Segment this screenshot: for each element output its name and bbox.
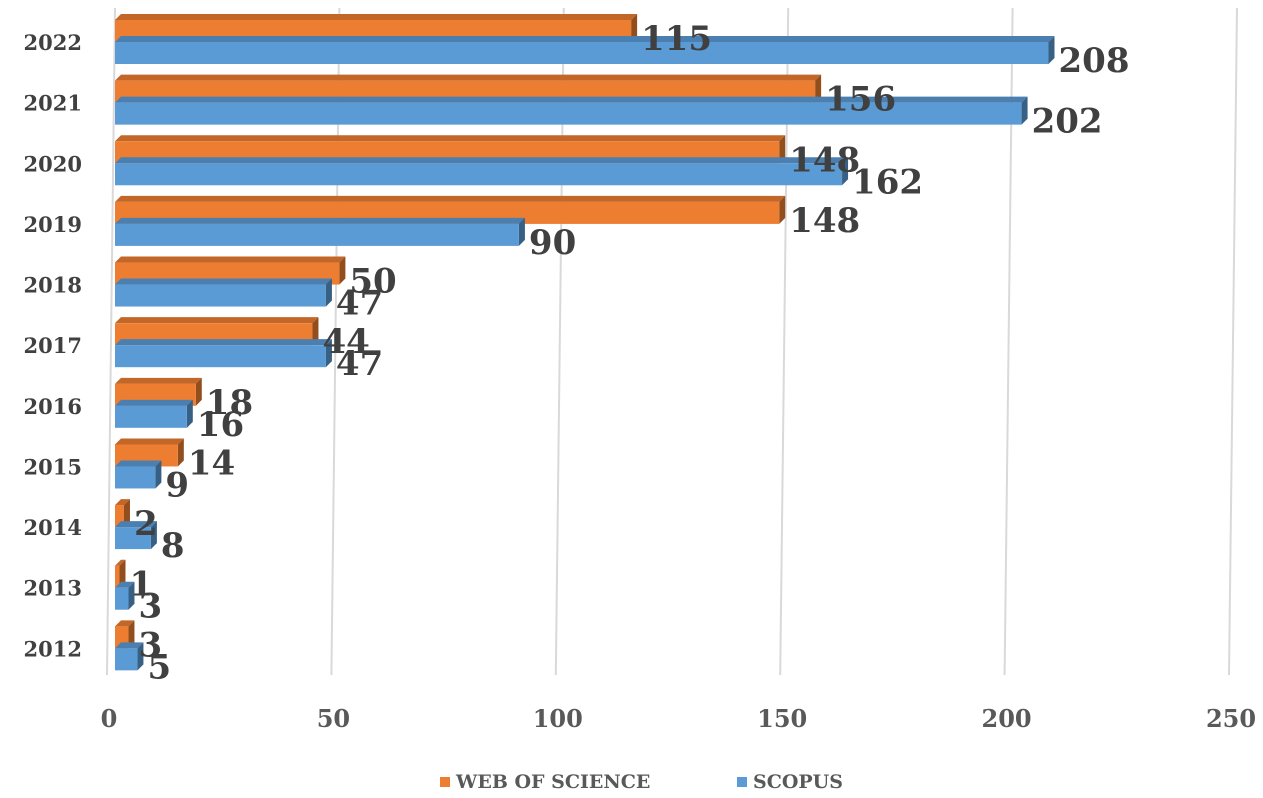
bar-wos xyxy=(115,559,126,588)
legend: WEB OF SCIENCE SCOPUS xyxy=(440,771,843,793)
bar-scopus xyxy=(115,339,332,368)
bar-scopus xyxy=(115,278,332,307)
bar-scopus xyxy=(115,521,157,550)
gridline xyxy=(1228,7,1238,676)
x-tick-label: 0 xyxy=(101,704,118,733)
x-tick-label: 150 xyxy=(757,704,807,733)
legend-label: WEB OF SCIENCE xyxy=(455,771,650,793)
data-label: 208 xyxy=(1059,41,1130,81)
data-label: 14 xyxy=(188,443,235,483)
data-label: 115 xyxy=(641,19,712,59)
data-label: 90 xyxy=(529,223,576,263)
data-label: 148 xyxy=(789,140,860,180)
data-label: 44 xyxy=(322,322,369,362)
data-label: 202 xyxy=(1032,102,1103,142)
value-axis: 0 50 100 150 200 250 xyxy=(101,704,1256,733)
data-label: 9 xyxy=(165,465,189,505)
data-label: 2 xyxy=(134,504,158,544)
data-label: 162 xyxy=(852,162,923,202)
data-label: 47 xyxy=(336,284,383,324)
category-label: 2013 xyxy=(24,576,82,601)
data-label: 18 xyxy=(206,383,253,423)
legend-item: WEB OF SCIENCE xyxy=(440,771,650,793)
category-label: 2017 xyxy=(24,333,82,358)
category-label: 2021 xyxy=(24,91,82,116)
category-label: 2012 xyxy=(24,636,82,661)
x-tick-label: 250 xyxy=(1206,704,1256,733)
data-label: 16 xyxy=(197,405,244,445)
data-label: 5 xyxy=(147,647,171,687)
category-axis: 2022 2021 2020 2019 2018 2017 2016 2015 2014 2013… xyxy=(24,30,82,661)
data-label: 8 xyxy=(161,526,185,566)
data-label: 47 xyxy=(336,344,383,384)
category-label: 2016 xyxy=(24,394,82,419)
legend-swatch xyxy=(440,777,450,787)
category-label: 2022 xyxy=(24,30,82,55)
legend-item: SCOPUS xyxy=(737,771,843,793)
category-label: 2020 xyxy=(24,151,82,176)
data-label: 148 xyxy=(789,201,860,241)
x-tick-label: 50 xyxy=(317,704,350,733)
gridline xyxy=(106,7,116,676)
bar-scopus xyxy=(115,642,144,671)
bar-scopus xyxy=(115,96,1028,125)
category-label: 2015 xyxy=(24,454,82,479)
bar-wos xyxy=(115,499,130,528)
legend-label: SCOPUS xyxy=(753,771,843,793)
bars xyxy=(115,14,1055,671)
bar-scopus xyxy=(115,399,193,428)
bar-scopus xyxy=(115,217,525,246)
x-tick-label: 100 xyxy=(533,704,583,733)
bar-scopus xyxy=(115,581,135,610)
data-label: 3 xyxy=(138,587,162,627)
category-label: 2019 xyxy=(24,212,82,237)
bar-scopus xyxy=(115,460,162,489)
bar-scopus xyxy=(115,36,1055,64)
bar-scopus xyxy=(115,157,849,186)
data-label: 50 xyxy=(349,262,396,302)
x-tick-label: 200 xyxy=(982,704,1032,733)
data-labels: 1152081562021481621489050474447181614928… xyxy=(129,19,1129,687)
category-label: 2014 xyxy=(24,515,82,540)
data-label: 3 xyxy=(138,625,162,665)
category-label: 2018 xyxy=(24,273,82,298)
data-label: 1 xyxy=(129,565,153,605)
legend-swatch xyxy=(737,777,747,787)
data-label: 156 xyxy=(825,80,896,120)
